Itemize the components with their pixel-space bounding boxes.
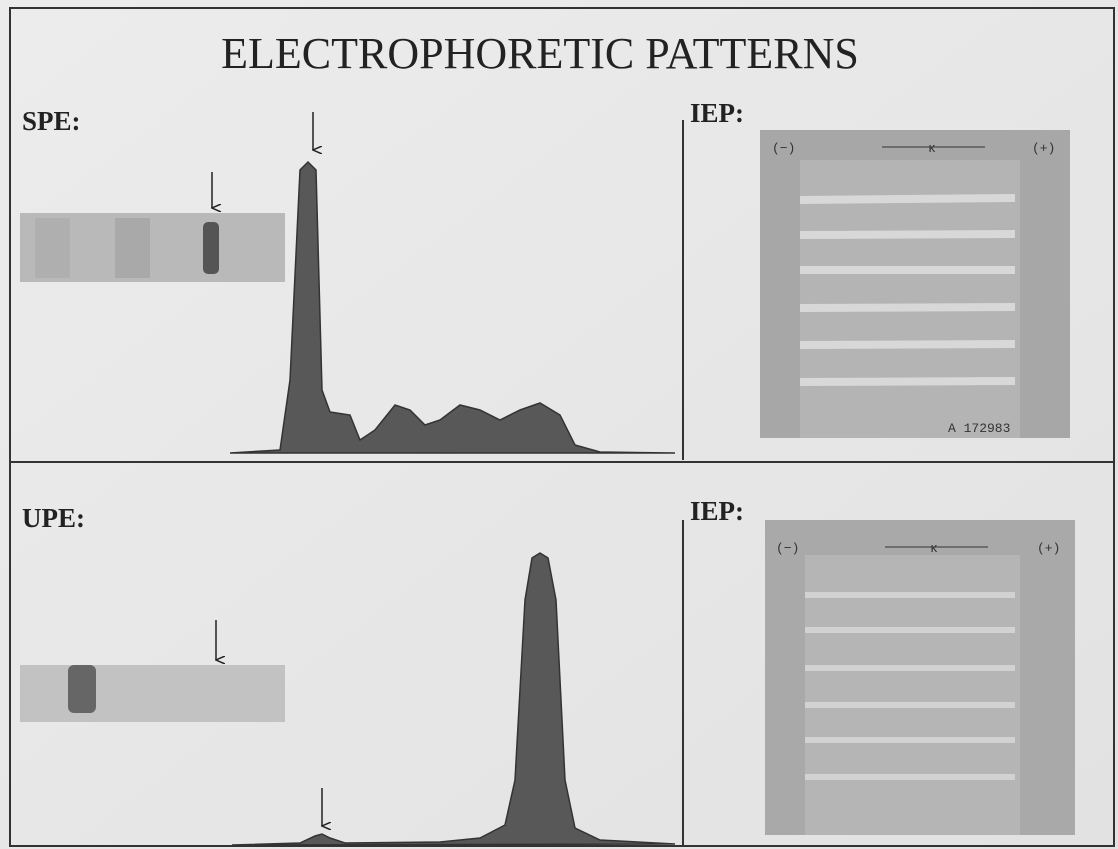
- gel-band: [68, 665, 96, 713]
- figure: ELECTROPHORETIC PATTERNS SPE: IEP: (−) (…: [0, 0, 1118, 849]
- panel-label: IEP:: [690, 98, 744, 128]
- gel-label: (+): [1032, 141, 1055, 156]
- panel-label: UPE:: [22, 503, 85, 533]
- panel-label: SPE:: [22, 106, 81, 136]
- gel-label: (−): [776, 541, 799, 556]
- gel-label: κ: [928, 141, 936, 156]
- gel-band: [203, 222, 219, 274]
- gel-label: (−): [772, 141, 795, 156]
- gel-band: [35, 218, 70, 278]
- title: ELECTROPHORETIC PATTERNS: [221, 29, 859, 78]
- gel-band: [115, 218, 150, 278]
- gel-label: κ: [930, 541, 938, 556]
- gel-strip: [20, 665, 285, 722]
- gel-label: (+): [1037, 541, 1060, 556]
- gel-code: A 172983: [948, 421, 1010, 436]
- panel-label: IEP:: [690, 496, 744, 526]
- page: {"title": "ELECTROPHORETIC PATTERNS", "p…: [0, 0, 1118, 849]
